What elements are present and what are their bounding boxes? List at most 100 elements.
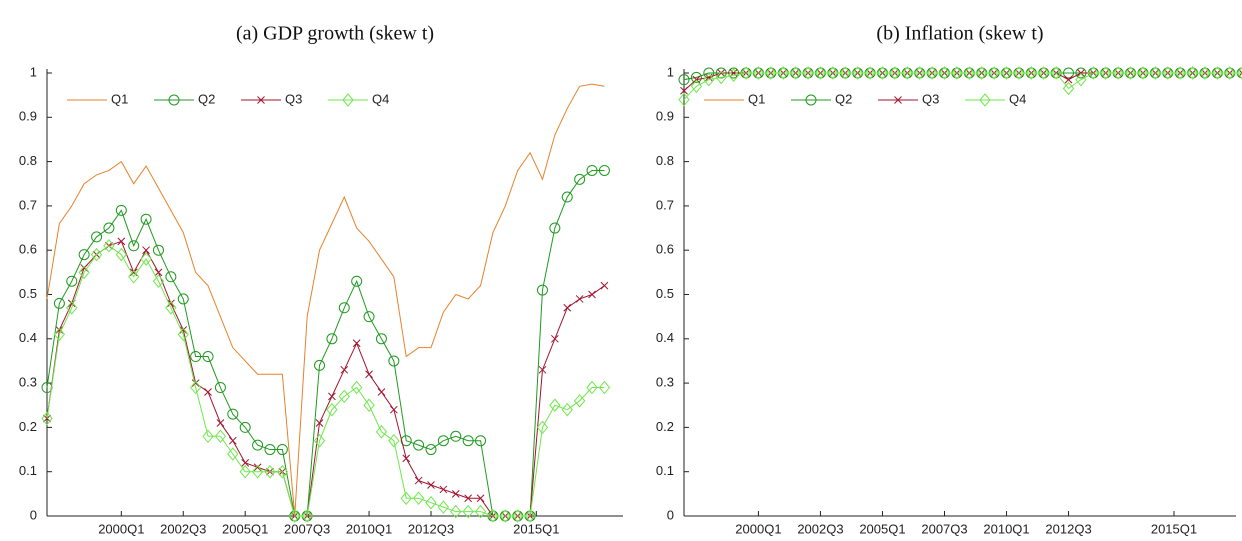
data-point — [90, 247, 103, 262]
y-tick-label: 0.7 — [19, 197, 37, 212]
data-point — [1087, 66, 1100, 80]
data-point — [189, 380, 202, 395]
x-tick-label: 2010Q1 — [983, 521, 1029, 536]
data-point — [876, 66, 889, 80]
y-tick-label: 0.1 — [656, 463, 674, 478]
x-tick-label: 2010Q1 — [346, 521, 392, 536]
data-point — [352, 339, 361, 348]
y-tick-label: 0.9 — [656, 109, 674, 124]
data-point — [140, 213, 152, 225]
data-point — [264, 464, 276, 479]
data-point — [191, 379, 200, 387]
legend-marker — [257, 96, 265, 104]
data-point — [78, 249, 90, 261]
y-tick-label: 0 — [30, 507, 37, 522]
data-point — [328, 392, 336, 401]
y-tick-label: 0.2 — [19, 419, 37, 434]
data-point — [53, 327, 66, 342]
data-point — [901, 66, 913, 80]
data-point — [551, 334, 559, 343]
data-point — [1236, 66, 1242, 80]
y-tick-label: 0.4 — [19, 330, 37, 345]
y-tick-label: 1 — [30, 64, 37, 79]
data-point — [1112, 66, 1124, 80]
data-point — [926, 66, 938, 80]
data-point — [524, 509, 536, 523]
data-point — [1025, 66, 1037, 80]
data-point — [264, 444, 276, 456]
legend-label: Q1 — [748, 91, 765, 106]
data-point — [538, 365, 547, 374]
data-point — [1050, 66, 1062, 80]
data-point — [66, 275, 78, 287]
data-point — [1000, 66, 1013, 80]
data-point — [451, 489, 460, 498]
data-point — [1186, 66, 1199, 80]
data-point — [462, 504, 474, 519]
data-point — [202, 351, 214, 363]
data-point — [678, 92, 690, 107]
data-point — [402, 454, 411, 463]
y-tick-label: 0.5 — [656, 286, 674, 301]
data-point — [413, 439, 425, 451]
data-point — [938, 66, 951, 80]
data-point — [889, 66, 901, 80]
data-point — [425, 495, 437, 510]
data-point — [152, 274, 165, 288]
data-point — [1174, 66, 1186, 80]
data-point — [204, 388, 212, 396]
data-point — [227, 447, 239, 461]
y-tick-label: 0 — [667, 507, 674, 522]
data-point — [214, 429, 227, 444]
data-point — [91, 231, 103, 243]
legend-label: Q2 — [198, 91, 215, 106]
data-point — [988, 66, 1000, 80]
data-point — [301, 509, 313, 523]
data-point — [437, 500, 450, 514]
series-line — [46, 169, 605, 517]
data-point — [154, 268, 163, 277]
x-tick-label: 2005Q1 — [859, 521, 905, 536]
data-point — [190, 351, 202, 363]
data-point — [549, 398, 561, 413]
data-point — [340, 365, 349, 374]
data-point — [103, 238, 115, 253]
data-point — [129, 268, 138, 277]
y-tick-label: 0.1 — [19, 463, 37, 478]
data-point — [536, 420, 549, 435]
chart-title: (b) Inflation (skew t) — [876, 23, 1043, 45]
data-point — [1062, 81, 1075, 96]
data-point — [177, 293, 189, 305]
y-tick-label: 0.7 — [656, 197, 674, 212]
data-point — [239, 421, 251, 433]
data-point — [588, 290, 596, 299]
legend-marker — [168, 94, 180, 106]
y-tick-label: 0.3 — [19, 375, 37, 390]
data-point — [152, 244, 164, 256]
data-point — [839, 66, 851, 80]
data-point — [142, 246, 150, 255]
data-point — [228, 436, 237, 445]
data-point — [1211, 66, 1224, 80]
data-point — [179, 326, 188, 334]
data-point — [462, 435, 474, 447]
series-line — [46, 245, 605, 517]
data-point — [976, 66, 988, 80]
legend-label: Q4 — [372, 91, 389, 106]
legend-label: Q1 — [111, 91, 128, 106]
data-point — [680, 86, 688, 95]
data-point — [1100, 66, 1112, 80]
data-point — [140, 252, 152, 266]
data-point — [314, 359, 326, 371]
data-point — [765, 66, 777, 80]
data-point — [586, 380, 598, 395]
data-point — [561, 191, 573, 203]
data-point — [1162, 66, 1174, 80]
data-point — [703, 72, 715, 87]
data-point — [326, 402, 338, 417]
data-point — [536, 284, 548, 296]
data-point — [338, 389, 350, 404]
data-point — [1199, 66, 1211, 80]
data-point — [53, 297, 65, 309]
